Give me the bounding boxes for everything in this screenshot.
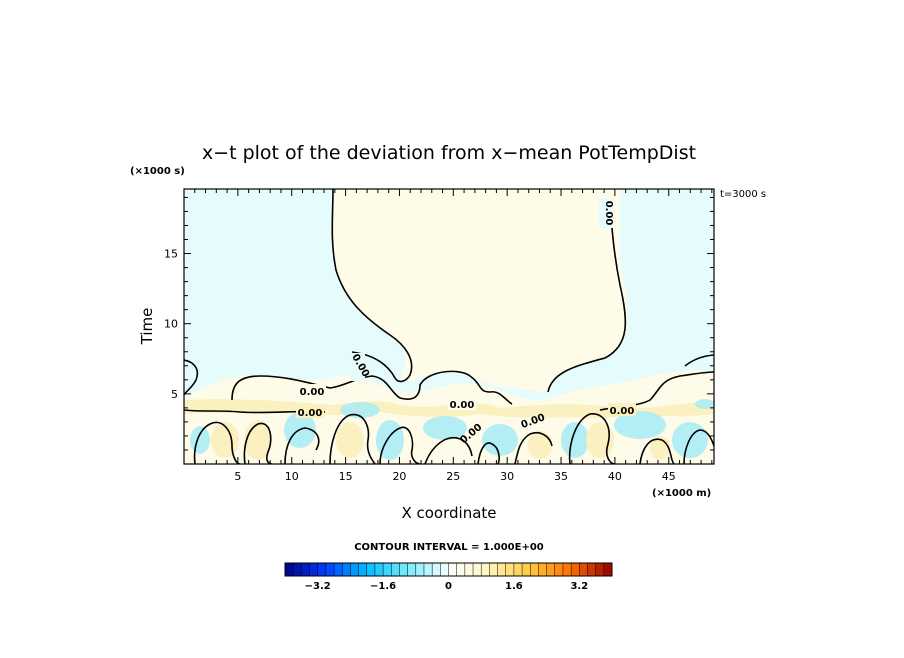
x-tick-label: 20 [392, 470, 406, 483]
colorbar-swatch [530, 563, 539, 576]
colorbar-swatch [464, 563, 474, 576]
contour-interval-text: CONTOUR INTERVAL = 1.000E+00 [354, 542, 544, 553]
x-tick-label: 15 [339, 470, 353, 483]
y-tick-label: 15 [164, 248, 178, 261]
contour-cells-6 [683, 429, 714, 464]
contour-upper-band [231, 370, 513, 405]
colorbar-swatch [423, 563, 433, 576]
contour-main-left [331, 189, 413, 383]
colorbar-swatch [350, 563, 359, 576]
contour-main-right [547, 204, 627, 393]
x-unit-label: (×1000 m) [652, 488, 711, 499]
colorbar-swatch [399, 563, 408, 576]
colorbar-swatch [489, 563, 498, 576]
colorbar-swatch [571, 563, 580, 576]
colorbar-swatch [538, 563, 547, 576]
colorbar-swatch [325, 563, 335, 576]
contour-label: 0.00 [610, 406, 635, 417]
colorbar-swatch [358, 563, 368, 576]
colorbar-swatch [497, 563, 507, 576]
x-tick-label: 45 [662, 470, 676, 483]
colorbar-swatch [546, 563, 556, 576]
colorbar-swatch [595, 563, 605, 576]
contour-label: 0.00 [450, 400, 475, 411]
x-tick-label: 30 [500, 470, 514, 483]
colorbar-swatch [562, 563, 572, 576]
colorbar-swatch [603, 563, 613, 576]
colorbar-swatch [448, 563, 457, 576]
colorbar-swatch [456, 563, 466, 576]
colorbar-swatch [432, 563, 441, 576]
chart-title: x−t plot of the deviation from x−mean Po… [202, 142, 696, 164]
colorbar-swatch [513, 563, 523, 576]
colorbar [284, 563, 613, 576]
tick-labels: 5 10 15 20 25 30 35 40 45 5 10 15 [164, 248, 676, 483]
colorbar-swatch [285, 563, 294, 576]
colorbar-swatch [383, 563, 392, 576]
colorbar-swatch [505, 563, 515, 576]
y-tick-label: 5 [171, 388, 178, 401]
contour-cells-3 [379, 426, 473, 464]
contour-label: 0.00 [300, 387, 325, 398]
y-axis-label: Time [138, 308, 156, 346]
colorbar-labels: −3.2 −1.6 0 1.6 3.2 [305, 581, 589, 592]
contour-label: 0.00 [603, 201, 614, 226]
colorbar-swatch [440, 563, 449, 576]
x-axis-label: X coordinate [401, 504, 496, 522]
y-unit-label: (×1000 s) [130, 166, 185, 177]
colorbar-swatch [309, 563, 318, 576]
colorbar-swatch [374, 563, 384, 576]
colorbar-swatch [301, 563, 310, 576]
x-tick-label: 5 [234, 470, 241, 483]
time-stamp: t=3000 s [720, 189, 766, 200]
colorbar-swatch [473, 563, 482, 576]
colorbar-swatch [554, 563, 564, 576]
colorbar-swatch [415, 563, 425, 576]
contour-label: 0.00 [298, 408, 323, 419]
colorbar-tick-label: 3.2 [570, 581, 588, 592]
colorbar-swatch [481, 563, 490, 576]
colorbar-swatch [391, 563, 400, 576]
colorbar-swatch [522, 563, 531, 576]
colorbar-swatch [579, 563, 588, 576]
colorbar-swatch [342, 563, 351, 576]
plot-frame [183, 188, 715, 465]
colorbar-swatch [366, 563, 376, 576]
contour-cells-4 [477, 431, 553, 464]
zero-contours [184, 189, 714, 464]
colorbar-tick-label: 1.6 [505, 581, 523, 592]
colorbar-tick-label: −3.2 [305, 581, 331, 592]
positive-plume [332, 189, 628, 392]
colorbar-swatch [587, 563, 596, 576]
colorbar-swatch [293, 563, 302, 576]
colorbar-swatch [334, 563, 343, 576]
contour-cells-5 [568, 413, 675, 464]
colorbar-frame [284, 562, 613, 577]
colorbar-swatch [407, 563, 417, 576]
colorbar-swatch [317, 563, 327, 576]
x-tick-label: 25 [446, 470, 460, 483]
y-tick-label: 10 [164, 318, 178, 331]
colorbar-tick-label: 0 [445, 581, 452, 592]
x-tick-label: 35 [554, 470, 568, 483]
x-tick-label: 40 [608, 470, 622, 483]
contour-cells-1 [193, 421, 273, 464]
plot-area: 0.00 0.00 0.00 0.00 0.00 0.00 0.00 0.00 [184, 189, 714, 464]
axis-ticks [184, 189, 714, 464]
x-tick-label: 10 [285, 470, 299, 483]
colorbar-tick-label: −1.6 [370, 581, 396, 592]
contour-cells-2 [284, 413, 376, 464]
